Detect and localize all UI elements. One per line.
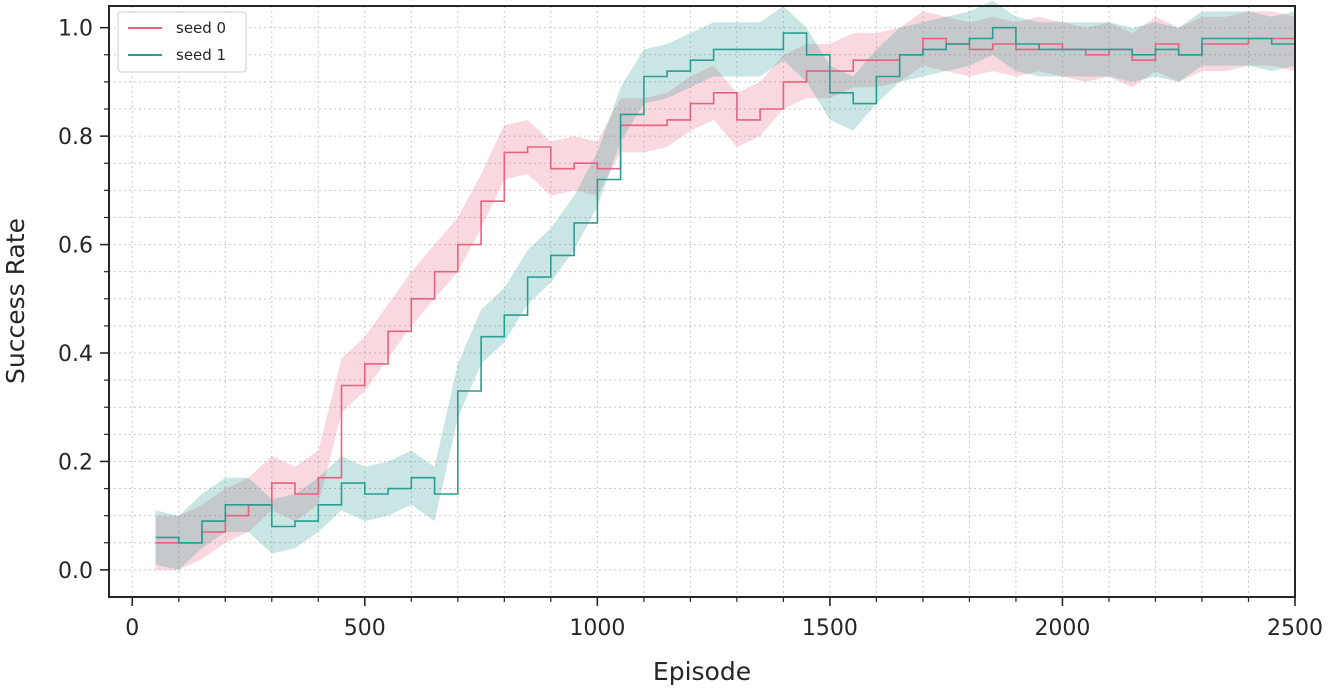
x-axis-label: Episode <box>653 657 751 686</box>
plot-frame <box>108 5 1296 598</box>
y-tick-label: 0.0 <box>58 559 93 584</box>
y-tick-label: 0.6 <box>58 234 93 259</box>
x-axis-ticks: 0 500 1000 1500 2000 2500 <box>125 597 1323 641</box>
y-tick-label: 0.8 <box>58 125 93 150</box>
y-axis-ticks: 0.0 0.2 0.4 0.6 0.8 1.0 <box>58 17 109 584</box>
x-tick-label: 500 <box>344 616 386 641</box>
series-lines <box>155 26 1296 544</box>
x-tick-label: 1000 <box>569 616 625 641</box>
x-tick-label: 2000 <box>1034 616 1090 641</box>
y-axis-label: Success Rate <box>1 218 30 384</box>
confidence-bands <box>155 0 1295 570</box>
line-seed-0 <box>155 37 1296 544</box>
y-tick-label: 0.4 <box>58 342 93 367</box>
y-tick-label: 0.2 <box>58 450 93 475</box>
x-tick-label: 2500 <box>1267 616 1323 641</box>
band-seed-0 <box>155 11 1295 570</box>
legend-label-seed-1: seed 1 <box>176 46 226 64</box>
legend-label-seed-0: seed 0 <box>176 19 226 37</box>
line-seed-1 <box>155 26 1296 544</box>
x-tick-label: 1500 <box>802 616 858 641</box>
y-tick-label: 1.0 <box>58 17 93 42</box>
legend: seed 0 seed 1 <box>117 11 247 73</box>
x-tick-label: 0 <box>125 616 139 641</box>
band-seed-1 <box>155 0 1295 570</box>
